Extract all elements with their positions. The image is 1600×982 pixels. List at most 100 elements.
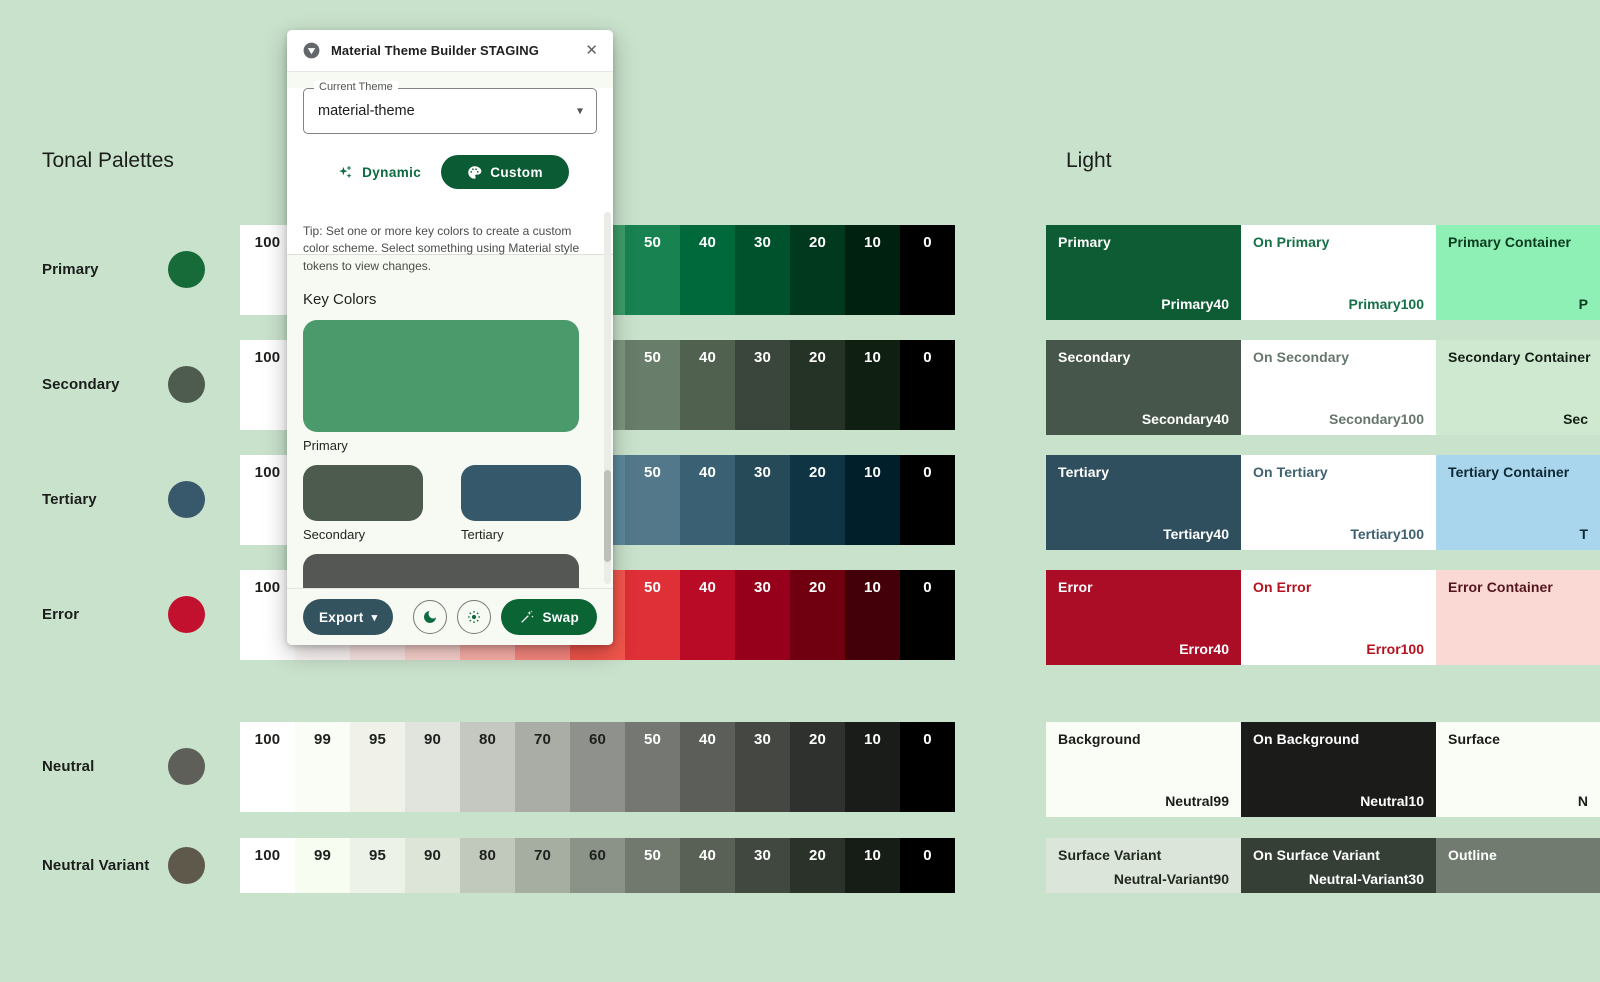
scheme-card-on-primary: On Primary Primary100	[1241, 225, 1436, 320]
tone-cell-neutral-variant-20: 20	[790, 838, 845, 893]
scheme-card-token: Tertiary100	[1350, 526, 1424, 542]
key-color-neutral-swatch[interactable]	[303, 554, 579, 588]
close-icon[interactable]: ✕	[585, 42, 598, 59]
tone-cell-neutral-variant-40: 40	[680, 838, 735, 893]
plugin-footer: Export ▾ Swap	[287, 588, 613, 645]
scheme-card-title: Secondary Container	[1448, 349, 1591, 365]
palette-label: Error	[42, 606, 80, 623]
tone-cell-error-0: 0	[900, 570, 955, 660]
scheme-card-token: Neutral10	[1360, 793, 1424, 809]
light-scheme-title: Light	[1066, 149, 1112, 172]
palette-label: Tertiary	[42, 491, 97, 508]
theme-select[interactable]: Current Theme material-theme ▾	[303, 81, 597, 134]
plugin-logo-icon	[303, 42, 320, 59]
tone-cell-secondary-100: 100	[240, 340, 295, 430]
tone-cell-tertiary-50: 50	[625, 455, 680, 545]
moon-icon	[423, 611, 436, 623]
dynamic-button-label: Dynamic	[362, 164, 422, 180]
tone-cell-primary-100: 100	[240, 225, 295, 315]
tone-cell-neutral-70: 70	[515, 722, 570, 812]
scheme-card-title: Error Container	[1448, 579, 1553, 595]
key-color-primary-swatch[interactable]	[303, 320, 579, 433]
key-colors-heading: Key Colors	[303, 291, 377, 309]
tonal-palettes-title: Tonal Palettes	[42, 149, 174, 172]
tone-cell-secondary-50: 50	[625, 340, 680, 430]
tone-cell-secondary-30: 30	[735, 340, 790, 430]
swap-button[interactable]: Swap	[500, 599, 597, 635]
tone-cell-primary-50: 50	[625, 225, 680, 315]
plugin-title: Material Theme Builder STAGING	[331, 43, 539, 58]
scheme-card-token: Primary100	[1348, 296, 1424, 312]
palette-color-circle	[168, 481, 205, 518]
tone-cell-error-50: 50	[625, 570, 680, 660]
tone-cell-error-40: 40	[680, 570, 735, 660]
tone-cell-neutral-80: 80	[460, 722, 515, 812]
tone-cell-neutral-variant-100: 100	[240, 838, 295, 893]
palette-row-secondary: Secondary	[42, 366, 205, 403]
tone-cell-error-100: 100	[240, 570, 295, 660]
tonal-strip-neutral: 100 99 95 90 80 70 60 50 40 30 20 10 0	[240, 722, 955, 812]
scrollbar[interactable]	[604, 212, 611, 584]
scheme-card-token: N	[1577, 793, 1588, 809]
tone-cell-error-30: 30	[735, 570, 790, 660]
key-color-tertiary-swatch[interactable]	[461, 465, 581, 522]
tone-cell-tertiary-100: 100	[240, 455, 295, 545]
scheme-card-token: Error100	[1366, 641, 1424, 657]
tone-cell-secondary-10: 10	[845, 340, 900, 430]
tone-cell-tertiary-0: 0	[900, 455, 955, 545]
scheme-card-title: On Error	[1253, 579, 1312, 595]
palette-color-circle	[168, 596, 205, 633]
scheme-card-error: Error Error40	[1046, 570, 1241, 665]
scheme-card-tertiary-container: Tertiary Container T	[1436, 455, 1600, 550]
chevron-down-icon: ▾	[371, 611, 378, 624]
scheme-card-title: Secondary	[1058, 349, 1131, 365]
tone-cell-error-10: 10	[845, 570, 900, 660]
dark-mode-button[interactable]	[412, 600, 447, 634]
scheme-card-token: Neutral-Variant30	[1308, 871, 1424, 887]
theme-mode-actions: Dynamic Custom	[287, 155, 613, 189]
scheme-card-token: T	[1579, 526, 1588, 542]
plugin-scroll-area: Tip: Set one or more key colors to creat…	[287, 209, 613, 588]
tonal-strip-neutral-variant: 100 99 95 90 80 70 60 50 40 30 20 10 0	[240, 838, 955, 893]
scheme-card-token: Neutral-Variant90	[1113, 871, 1229, 887]
plugin-header: Material Theme Builder STAGING ✕	[287, 30, 613, 72]
theme-select-value: material-theme	[318, 103, 415, 119]
key-color-secondary-swatch[interactable]	[303, 465, 423, 522]
key-color-tertiary-label: Tertiary	[461, 527, 504, 543]
tone-cell-tertiary-30: 30	[735, 455, 790, 545]
tone-cell-neutral-variant-50: 50	[625, 838, 680, 893]
key-color-secondary-label: Secondary	[303, 527, 366, 543]
tone-cell-secondary-0: 0	[900, 340, 955, 430]
tone-cell-neutral-30: 30	[735, 722, 790, 812]
key-color-tertiary-group: Tertiary	[461, 465, 581, 542]
scrollbar-thumb[interactable]	[604, 470, 611, 562]
tone-cell-neutral-variant-60: 60	[570, 838, 625, 893]
material-theme-builder-window: Material Theme Builder STAGING ✕ Current…	[287, 30, 613, 645]
plugin-theme-section: Current Theme material-theme ▾ Dynamic C…	[287, 81, 613, 255]
tone-cell-neutral-60: 60	[570, 722, 625, 812]
scheme-card-outline: Outline	[1436, 838, 1600, 893]
tone-cell-secondary-40: 40	[680, 340, 735, 430]
scheme-card-token: Tertiary40	[1163, 526, 1229, 542]
light-mode-button[interactable]	[456, 600, 491, 634]
scheme-card-on-secondary: On Secondary Secondary100	[1241, 340, 1436, 435]
scheme-card-title: Error	[1058, 579, 1093, 595]
export-button[interactable]: Export ▾	[303, 599, 394, 635]
scheme-card-on-error: On Error Error100	[1241, 570, 1436, 665]
scheme-card-secondary: Secondary Secondary40	[1046, 340, 1241, 435]
palette-row-error: Error	[42, 596, 205, 633]
tone-cell-primary-30: 30	[735, 225, 790, 315]
palette-row-neutral: Neutral	[42, 748, 205, 785]
scheme-card-title: On Background	[1253, 731, 1360, 747]
palette-label: Secondary	[42, 376, 120, 393]
magic-wand-icon	[520, 610, 534, 623]
palette-row-tertiary: Tertiary	[42, 481, 205, 518]
export-button-label: Export	[319, 609, 364, 625]
scheme-card-token: Error40	[1179, 641, 1229, 657]
dynamic-button[interactable]: Dynamic	[331, 163, 427, 182]
tone-cell-tertiary-20: 20	[790, 455, 845, 545]
tone-cell-neutral-variant-99: 99	[295, 838, 350, 893]
tone-cell-neutral-variant-70: 70	[515, 838, 570, 893]
tone-cell-primary-20: 20	[790, 225, 845, 315]
custom-button[interactable]: Custom	[441, 155, 569, 189]
